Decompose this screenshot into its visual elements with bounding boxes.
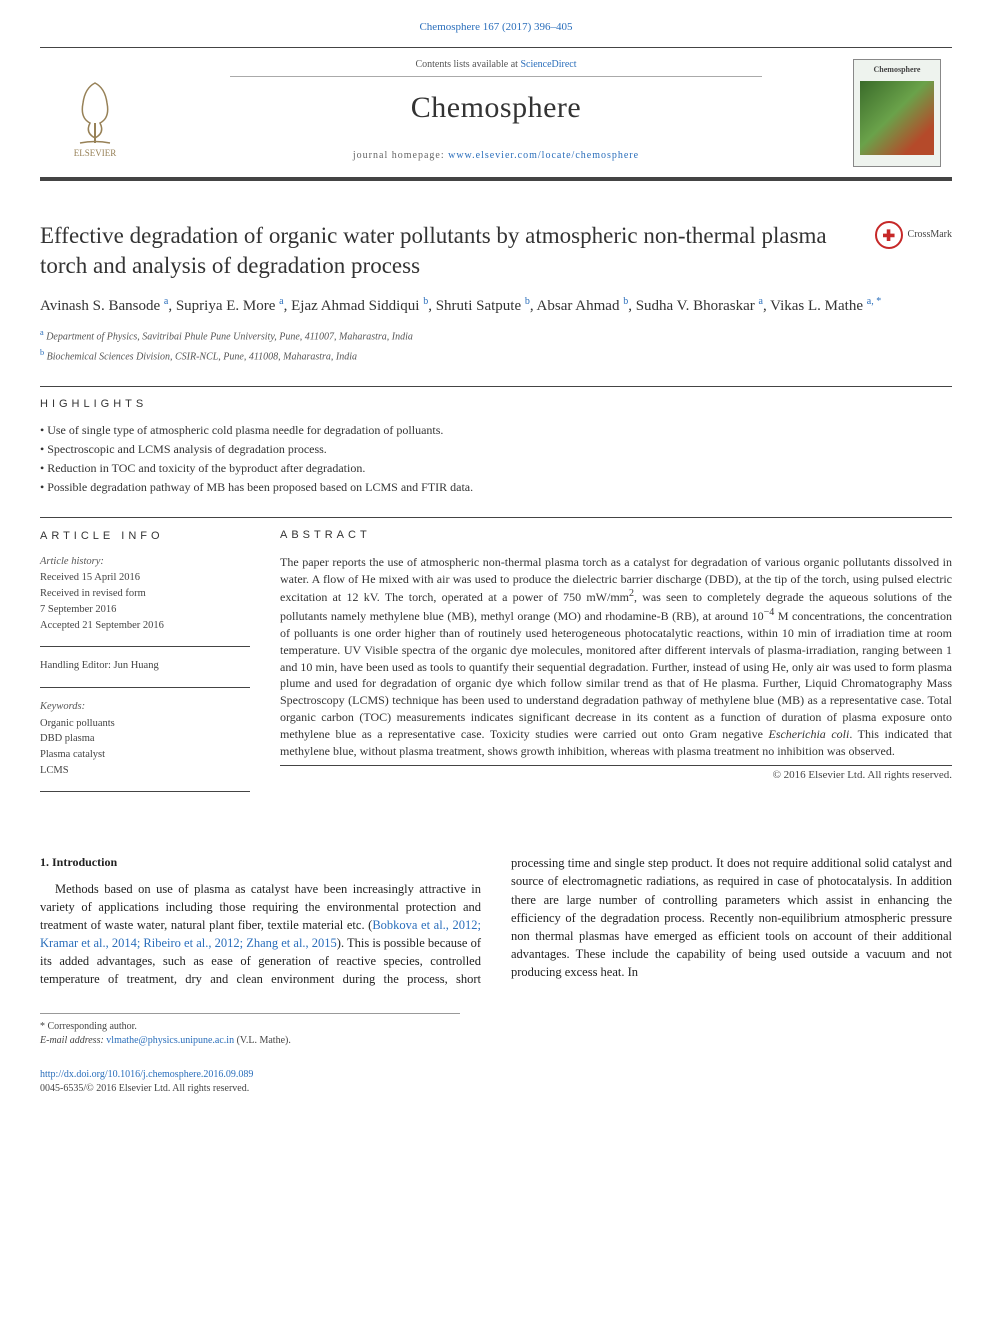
abstract-text: The paper reports the use of atmospheric… [280,554,952,767]
history-line: 7 September 2016 [40,603,250,618]
keyword-item: LCMS [40,764,250,779]
authors-line: Avinash S. Bansode a, Supriya E. More a,… [40,295,952,317]
highlight-item: Spectroscopic and LCMS analysis of degra… [40,441,952,458]
highlight-item: Possible degradation pathway of MB has b… [40,479,952,496]
keyword-item: DBD plasma [40,732,250,747]
history-label: Article history: [40,555,250,570]
journal-homepage: journal homepage: www.elsevier.com/locat… [150,149,842,163]
keyword-item: Plasma catalyst [40,748,250,763]
corr-author-mark: * Corresponding author. [40,1020,460,1034]
affiliation-item: a Department of Physics, Savitribai Phul… [40,327,952,344]
highlight-item: Use of single type of atmospheric cold p… [40,422,952,439]
highlight-item: Reduction in TOC and toxicity of the byp… [40,460,952,477]
article-header: Effective degradation of organic water p… [40,221,952,281]
abstract-column: ABSTRACT The paper reports the use of at… [280,518,952,804]
keyword-item: Organic polluants [40,717,250,732]
history-line: Accepted 21 September 2016 [40,619,250,634]
highlights-heading: HIGHLIGHTS [40,397,952,412]
body-columns: 1. Introduction Methods based on use of … [40,854,952,988]
elsevier-tree-logo: ELSEVIER [55,68,135,158]
abstract-heading: ABSTRACT [280,528,952,543]
contents-line: Contents lists available at ScienceDirec… [230,58,762,77]
history-line: Received 15 April 2016 [40,571,250,586]
cover-thumb-title: Chemosphere [854,60,940,75]
journal-cover-thumbnail: Chemosphere [853,59,941,167]
handling-editor: Handling Editor: Jun Huang [40,659,250,674]
cover-thumb-image [860,81,934,155]
article-info-column: ARTICLE INFO Article history: Received 1… [40,518,250,804]
article-title: Effective degradation of organic water p… [40,221,840,281]
intro-para-1: Methods based on use of plasma as cataly… [40,854,952,988]
info-abstract-row: ARTICLE INFO Article history: Received 1… [40,517,952,804]
svg-text:ELSEVIER: ELSEVIER [74,148,117,158]
doi-link[interactable]: http://dx.doi.org/10.1016/j.chemosphere.… [40,1069,253,1080]
masthead-center: Contents lists available at ScienceDirec… [150,48,842,177]
publisher-logo-cell: ELSEVIER [40,48,150,177]
abstract-copyright: © 2016 Elsevier Ltd. All rights reserved… [280,768,952,783]
article-info-heading: ARTICLE INFO [40,529,250,544]
article-history-block: Article history: Received 15 April 2016R… [40,555,250,647]
corr-email-line: E-mail address: vlmathe@physics.unipune.… [40,1034,460,1048]
crossmark-badge[interactable]: CrossMark [875,221,952,249]
citation-link[interactable]: Chemosphere 167 (2017) 396–405 [419,21,572,33]
journal-title: Chemosphere [150,87,842,129]
corr-email-link[interactable]: vlmathe@physics.unipune.ac.in [106,1035,234,1046]
intro-heading: 1. Introduction [40,854,481,871]
affiliations: a Department of Physics, Savitribai Phul… [40,327,952,364]
doi-line: http://dx.doi.org/10.1016/j.chemosphere.… [40,1068,952,1082]
header-citation: Chemosphere 167 (2017) 396–405 [0,0,992,47]
history-line: Received in revised form [40,587,250,602]
issn-copyright-line: 0045-6535/© 2016 Elsevier Ltd. All right… [40,1082,952,1096]
affiliation-item: b Biochemical Sciences Division, CSIR-NC… [40,347,952,364]
journal-homepage-link[interactable]: www.elsevier.com/locate/chemosphere [448,150,639,161]
highlights-list: Use of single type of atmospheric cold p… [40,422,952,495]
crossmark-icon [875,221,903,249]
keywords-label: Keywords: [40,700,250,715]
corresponding-author-footer: * Corresponding author. E-mail address: … [40,1013,460,1048]
keywords-block: Keywords: Organic polluantsDBD plasmaPla… [40,700,250,792]
section-rule [40,386,952,387]
sciencedirect-link[interactable]: ScienceDirect [520,59,576,70]
masthead: ELSEVIER Contents lists available at Sci… [40,47,952,181]
crossmark-label: CrossMark [908,228,952,242]
handling-editor-block: Handling Editor: Jun Huang [40,659,250,688]
cover-thumb-cell: Chemosphere [842,48,952,177]
